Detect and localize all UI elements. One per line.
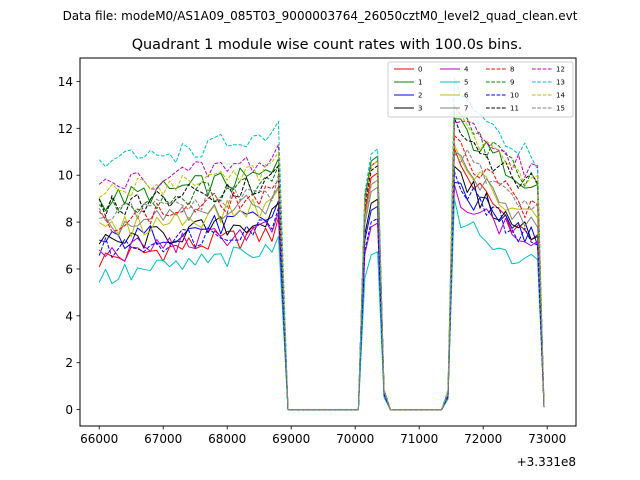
y-axis-ticks: 0 2 4 6 8 10 12 14 (58, 75, 80, 417)
chart-title: Quadrant 1 module wise count rates with … (132, 37, 523, 53)
legend-label-6: 6 (464, 92, 469, 100)
x-tick-label: 73000 (528, 432, 566, 446)
y-tick-label: 14 (58, 75, 73, 89)
legend-label-15: 15 (556, 105, 565, 113)
y-tick-label: 10 (58, 169, 73, 183)
x-tick-label: 70000 (336, 432, 374, 446)
series-line-15 (98, 149, 545, 411)
legend-label-12: 12 (556, 66, 565, 74)
y-tick-label: 2 (65, 356, 73, 370)
x-tick-label: 71000 (400, 432, 438, 446)
legend-label-5: 5 (464, 79, 468, 87)
legend-label-9: 9 (510, 79, 514, 87)
x-axis-offset-text: +3.331e8 (517, 455, 576, 469)
y-tick-label: 8 (65, 216, 73, 230)
x-tick-label: 72000 (464, 432, 502, 446)
legend-label-11: 11 (510, 105, 519, 113)
legend-label-7: 7 (464, 105, 468, 113)
legend-label-10: 10 (510, 92, 519, 100)
y-tick-label: 6 (65, 262, 73, 276)
x-tick-label: 68000 (208, 432, 246, 446)
legend-label-1: 1 (418, 79, 422, 87)
series-lines (98, 77, 545, 411)
y-tick-label: 0 (65, 403, 73, 417)
x-tick-label: 69000 (272, 432, 310, 446)
legend-label-3: 3 (418, 105, 422, 113)
y-tick-label: 4 (65, 309, 73, 323)
y-tick-label: 12 (58, 122, 73, 136)
legend-label-2: 2 (418, 92, 422, 100)
legend-label-4: 4 (464, 66, 469, 74)
x-axis-ticks: 66000 67000 68000 69000 70000 71000 72000 73000 (80, 426, 566, 446)
legend-label-8: 8 (510, 66, 514, 74)
plot-area-frame (79, 57, 577, 427)
legend-label-13: 13 (556, 79, 565, 87)
chart-suptitle: Data file: modeM0/AS1A09_085T03_90000037… (63, 9, 578, 23)
legend-label-0: 0 (418, 66, 422, 74)
legend-label-14: 14 (556, 92, 565, 100)
legend-box (387, 61, 574, 118)
x-tick-label: 66000 (80, 432, 118, 446)
x-tick-label: 67000 (144, 432, 182, 446)
